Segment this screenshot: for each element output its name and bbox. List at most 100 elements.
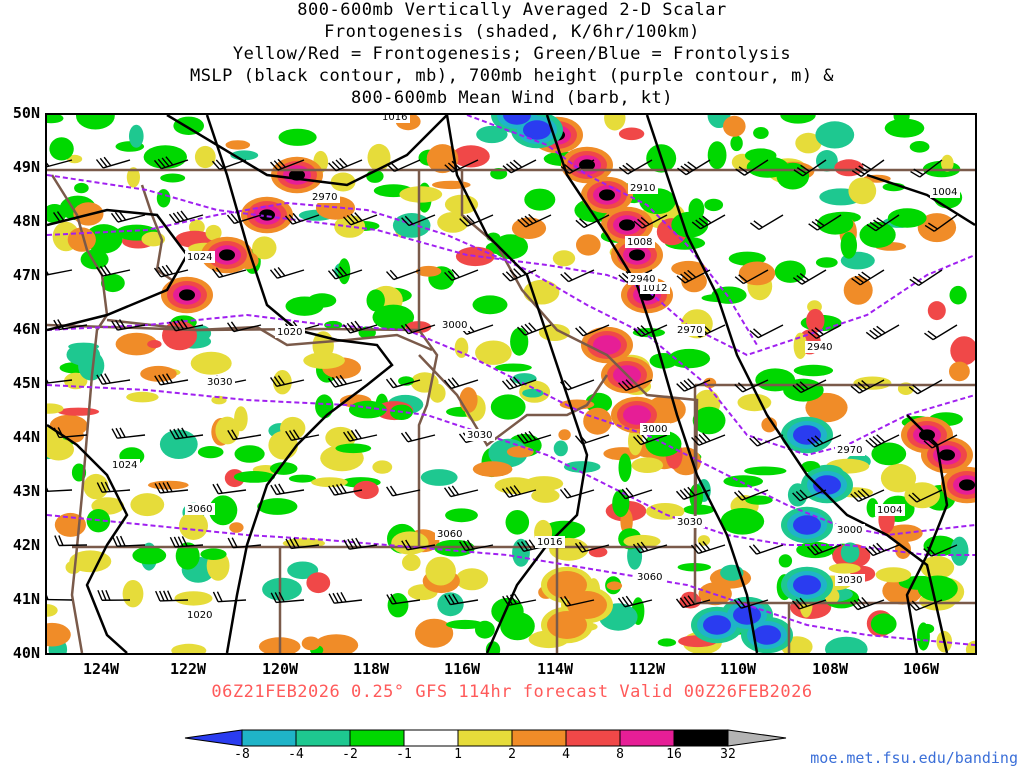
shading-blob [859,221,896,248]
wind-barb [53,427,88,439]
shading-blob [367,143,391,172]
shading-blob [917,575,958,602]
wind-barb [517,322,552,336]
wind-barb [47,265,73,277]
wind-barb [517,213,552,228]
shading-blob [215,416,240,445]
shading-blob [618,127,645,141]
shading-blob [563,461,601,473]
shading-blob [57,407,100,416]
credit-url[interactable]: moe.met.fsu.edu/banding [810,749,1018,767]
shading-blob [132,546,167,565]
shading-blob [631,457,664,474]
colorbar-label: 8 [616,747,624,762]
wind-barb [327,374,363,388]
shading-blob [190,351,232,375]
wind-barb [343,537,378,550]
wind-barb [226,321,262,333]
wind-barb [807,434,842,448]
wind-barb [386,159,421,173]
shading-blob [425,556,456,586]
mslp-label: 1020 [277,327,302,338]
shading-blob [840,542,860,563]
wind-barb [632,541,668,554]
shading-band [793,575,821,595]
shading-blob [348,400,387,419]
wind-barb [153,264,189,278]
shading-blob [950,536,969,566]
wind-barb [343,212,378,226]
shading-blob [848,177,877,205]
colorbar-label: 16 [666,747,682,762]
shading-blob [234,445,265,463]
shading-blob [506,446,534,458]
lon-label-122w: 122W [169,660,207,678]
lat-label-47n: 47N [12,266,40,284]
wind-barb [502,268,537,282]
shading-blob [200,548,227,560]
shading-blob [730,135,743,152]
wind-barb [444,159,479,173]
shading-blob [67,154,83,164]
lon-label-108w: 108W [811,660,849,678]
shading-blob [252,236,277,260]
height-label: 2940 [630,274,655,285]
wind-barb [212,483,247,495]
shading-blob [793,364,834,377]
wind-barb [97,589,131,601]
shading-band [619,219,635,231]
shading-band [179,289,195,301]
wind-barb [734,379,769,393]
wind-barb [502,593,537,607]
shading-band [813,475,841,495]
wind-barb [559,487,595,499]
mslp-label: 1004 [877,505,902,516]
shading-blob [387,593,409,618]
shading-blob [531,488,560,503]
wind-barb [675,486,711,501]
shading-blob [475,340,512,365]
valid-time-label: 06Z21FEB2026 0.25° GFS 114hr forecast Va… [211,682,813,702]
shading-blob [140,365,177,382]
shading-blob [623,534,661,548]
lon-label-118w: 118W [352,660,390,678]
wind-barb [386,485,421,497]
shading-blob [420,469,458,486]
shading-band [703,615,731,635]
shading-blob [645,503,685,520]
mslp-contours [47,115,975,653]
wind-barb [212,591,247,603]
shading-blob [143,145,187,169]
colorbar-label: 4 [562,747,570,762]
shading-blob [101,273,125,293]
mslp-label-bg [110,459,140,471]
height-label: 2910 [630,183,655,194]
wind-barb [342,320,378,334]
shading-blob [780,115,816,124]
wind-barb [111,427,146,439]
height-contour-2940 [47,174,975,357]
wind-barb [677,159,711,176]
wind-barb [386,593,421,605]
shading-band [733,605,761,625]
wind-barb [502,159,537,174]
shading-blob [639,188,676,215]
wind-barb [168,210,204,224]
shading-blob [909,141,930,153]
shading-blob [126,167,140,188]
height-label-bg [185,503,215,515]
shading-blob [257,498,298,515]
shading-band [959,479,975,491]
wind-barb [443,485,479,498]
wind-barb [560,595,595,607]
shading-blob [828,563,861,574]
mslp-label: 1016 [382,115,407,123]
shading-blob [429,383,446,403]
wind-barb [792,379,827,394]
height-label-bg [435,528,465,540]
shading-blob [47,438,74,461]
wind-barb [328,157,363,172]
shading-blob [311,477,348,488]
height-label: 3030 [677,517,702,528]
shading-blob [229,522,244,533]
